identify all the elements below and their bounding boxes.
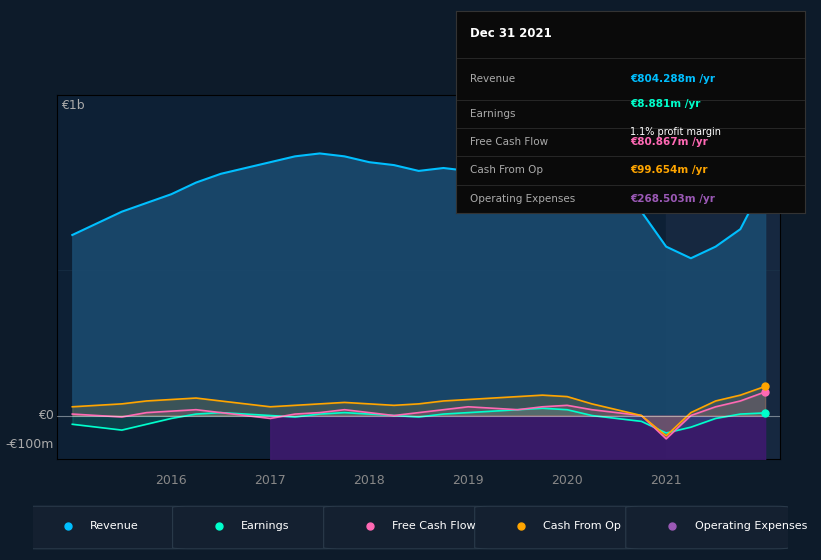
Text: Free Cash Flow: Free Cash Flow bbox=[470, 137, 548, 147]
Text: 2020: 2020 bbox=[551, 474, 583, 487]
Text: €1b: €1b bbox=[61, 99, 85, 112]
Text: Earnings: Earnings bbox=[241, 521, 290, 531]
FancyBboxPatch shape bbox=[21, 506, 185, 549]
Text: Operating Expenses: Operating Expenses bbox=[470, 194, 575, 204]
Text: 2018: 2018 bbox=[353, 474, 385, 487]
Text: Earnings: Earnings bbox=[470, 109, 515, 119]
Text: Revenue: Revenue bbox=[470, 74, 515, 84]
Text: -€100m: -€100m bbox=[6, 438, 54, 451]
Text: 2016: 2016 bbox=[155, 474, 187, 487]
FancyBboxPatch shape bbox=[626, 506, 789, 549]
Text: €99.654m /yr: €99.654m /yr bbox=[631, 165, 708, 175]
Text: €804.288m /yr: €804.288m /yr bbox=[631, 74, 715, 84]
Text: €268.503m /yr: €268.503m /yr bbox=[631, 194, 715, 204]
Text: Free Cash Flow: Free Cash Flow bbox=[392, 521, 476, 531]
FancyBboxPatch shape bbox=[475, 506, 638, 549]
Text: Operating Expenses: Operating Expenses bbox=[695, 521, 807, 531]
Text: 1.1% profit margin: 1.1% profit margin bbox=[631, 127, 721, 137]
Text: Cash From Op: Cash From Op bbox=[470, 165, 543, 175]
Text: 2017: 2017 bbox=[255, 474, 287, 487]
Text: Dec 31 2021: Dec 31 2021 bbox=[470, 27, 552, 40]
Text: €0: €0 bbox=[38, 409, 54, 422]
Text: Revenue: Revenue bbox=[90, 521, 139, 531]
Bar bbox=[666, 95, 780, 459]
FancyBboxPatch shape bbox=[172, 506, 336, 549]
Text: 2021: 2021 bbox=[650, 474, 682, 487]
Text: 2019: 2019 bbox=[452, 474, 484, 487]
FancyBboxPatch shape bbox=[323, 506, 487, 549]
Text: €80.867m /yr: €80.867m /yr bbox=[631, 137, 708, 147]
Text: €8.881m /yr: €8.881m /yr bbox=[631, 99, 700, 109]
Text: Cash From Op: Cash From Op bbox=[544, 521, 621, 531]
